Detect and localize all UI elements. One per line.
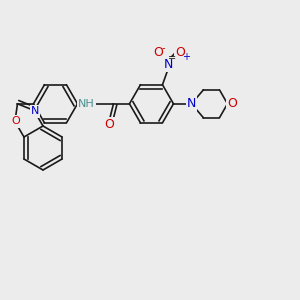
Text: -: -	[162, 43, 165, 53]
Text: O: O	[176, 46, 185, 59]
Text: +: +	[182, 52, 190, 62]
Text: =: =	[168, 53, 176, 63]
Text: O: O	[104, 118, 114, 131]
Text: O: O	[227, 97, 237, 110]
Text: N: N	[31, 106, 39, 116]
Text: O: O	[12, 116, 20, 126]
Text: N: N	[164, 58, 173, 71]
Text: NH: NH	[78, 99, 95, 109]
Text: O: O	[154, 46, 164, 59]
Text: N: N	[187, 97, 196, 110]
